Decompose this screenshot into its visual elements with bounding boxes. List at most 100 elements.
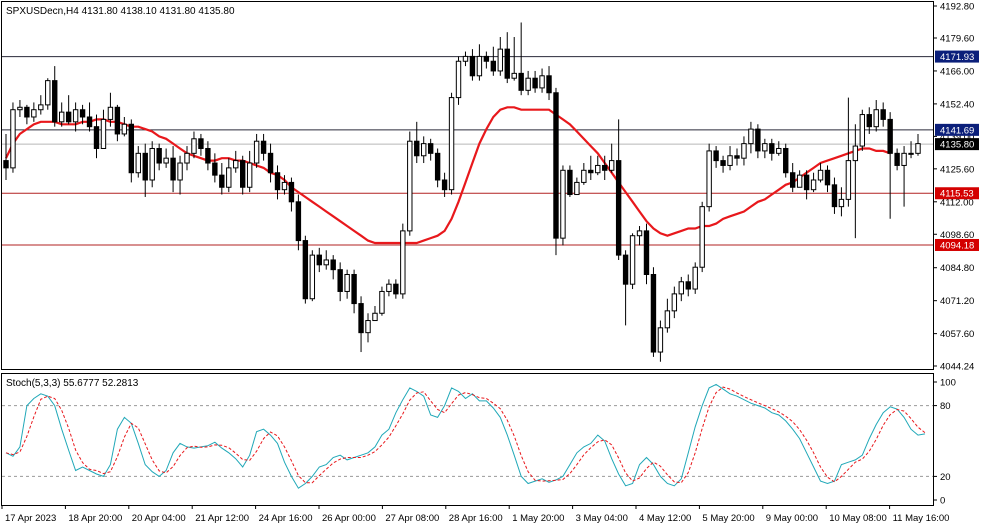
candle — [128, 119, 135, 183]
candle — [170, 146, 176, 193]
candle-body-bear — [337, 269, 343, 292]
candle — [45, 78, 51, 110]
candle-body-bull — [253, 140, 260, 164]
candle-body-bear — [622, 254, 629, 285]
candle-body-bear — [532, 77, 538, 89]
candle-body-bull — [45, 80, 51, 106]
candle — [267, 143, 274, 183]
level-badge — [935, 187, 979, 200]
time-tick-label: 3 May 04:00 — [576, 513, 628, 524]
time-tick-label: 4 May 12:00 — [639, 513, 691, 524]
candle-body-bear — [713, 150, 719, 162]
candle-body-bear — [685, 281, 691, 290]
candle — [121, 116, 128, 137]
candle-body-bull — [323, 259, 329, 266]
candle — [309, 250, 316, 302]
candle — [838, 187, 845, 217]
candle — [455, 56, 462, 105]
candle-body-bear — [769, 143, 775, 154]
time-tick-label: 9 May 00:00 — [766, 513, 818, 524]
candle-body-bear — [358, 303, 364, 334]
price-tick-label: 4112.00 — [940, 197, 974, 208]
candle — [817, 163, 824, 183]
candle-body-bear — [615, 160, 622, 256]
candle — [226, 158, 232, 193]
candle-body-bull — [539, 75, 545, 89]
price-tick-label: 4084.80 — [940, 263, 974, 274]
price-tick-label: 4152.40 — [940, 99, 974, 110]
price-tick-label: 4125.60 — [940, 164, 974, 175]
candle — [142, 143, 148, 197]
candle — [240, 155, 246, 195]
level-badge-label: 4115.53 — [940, 189, 974, 200]
candle — [323, 250, 329, 270]
level-badge — [935, 123, 979, 136]
candle — [17, 100, 23, 117]
candle — [880, 102, 886, 127]
symbol-info: SPXUSDecn,H4 4131.80 4138.10 4131.80 413… — [6, 6, 235, 17]
ma-line — [5, 106, 891, 245]
candle — [713, 146, 719, 168]
candle — [149, 141, 155, 188]
candle — [281, 175, 288, 195]
candle-body-bull — [135, 152, 141, 174]
candle-body-bear — [351, 273, 357, 305]
candle — [476, 44, 483, 81]
candle-body-bear — [156, 147, 162, 164]
candle-body-bull — [574, 181, 580, 196]
candle-body-bear — [142, 152, 148, 181]
candle — [344, 269, 350, 299]
horizontal-levels[interactable] — [2, 56, 933, 246]
candle-body-bull — [407, 140, 413, 232]
time-tick-label: 28 Apr 16:00 — [449, 513, 503, 524]
candle-body-bull — [845, 160, 852, 200]
candle — [490, 46, 497, 76]
candle-body-bull — [671, 293, 678, 312]
candle — [650, 267, 657, 357]
candle-body-bull — [741, 143, 747, 159]
time-tick-label: 21 Apr 12:00 — [195, 513, 249, 524]
price-axis[interactable]: 4192.80 4179.60 4166.00 4152.40 4139.00 4125.… — [933, 2, 974, 373]
candle-body-bull — [149, 147, 155, 181]
candle — [595, 155, 601, 176]
candle — [664, 298, 671, 333]
candle — [441, 172, 448, 197]
candle — [685, 274, 691, 297]
candle-body-bear — [93, 126, 100, 149]
candle-body-bear — [414, 140, 420, 157]
candle-body-bear — [602, 164, 608, 171]
candle — [539, 68, 545, 93]
candle-body-bear — [734, 155, 740, 159]
candle-body-bull — [873, 109, 879, 128]
stoch-tick-label: 0 — [940, 496, 945, 507]
candle-body-bear — [643, 230, 650, 275]
candle — [86, 102, 93, 132]
candle — [198, 133, 204, 156]
candle — [100, 109, 107, 149]
candle — [845, 97, 852, 207]
candle — [427, 138, 434, 161]
candle — [518, 22, 524, 96]
candle — [31, 102, 37, 122]
price-tick-label: 4166.00 — [940, 66, 974, 77]
time-tick-label: 18 Apr 20:00 — [68, 513, 122, 524]
candle — [184, 146, 190, 171]
candle — [24, 104, 30, 125]
candle-body-bull — [400, 230, 406, 295]
candle — [727, 146, 733, 171]
candle-body-bull — [525, 77, 531, 91]
candle — [608, 143, 615, 173]
candle — [720, 155, 726, 173]
candle-body-bull — [838, 198, 845, 208]
candle-body-bear — [441, 179, 448, 191]
candle-body-bull — [107, 106, 114, 120]
candle — [741, 136, 747, 166]
candle — [803, 170, 810, 200]
time-axis[interactable]: 17 Apr 2023 18 Apr 20:00 20 Apr 04:00 21 Ap… — [1, 505, 949, 524]
candle-body-bull — [226, 167, 232, 188]
price-tick-label: 4044.24 — [940, 362, 974, 373]
ohlc-values: 4131.80 4138.10 4131.80 4135.80 — [82, 6, 235, 17]
candle — [393, 279, 399, 299]
candle-body-bull — [692, 266, 698, 290]
candle — [796, 170, 803, 188]
